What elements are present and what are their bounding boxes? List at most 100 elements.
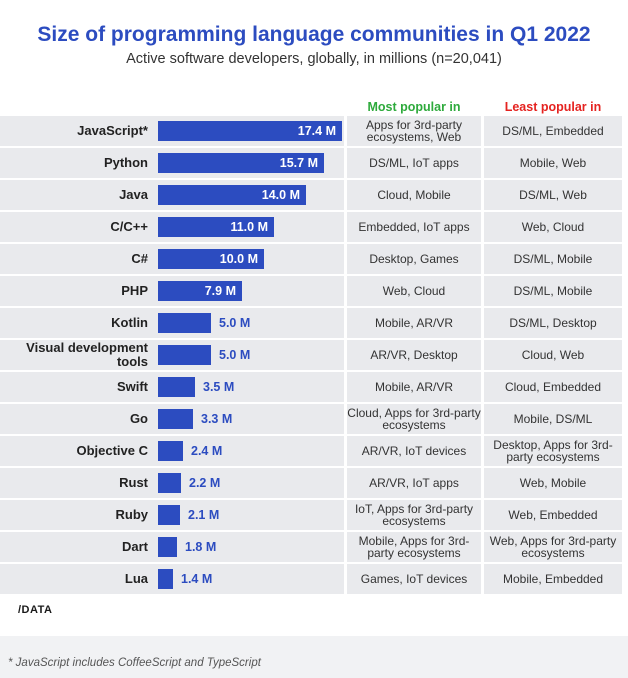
bar [158, 473, 181, 493]
most-popular-cell: IoT, Apps for 3rd-party ecosystems [354, 502, 474, 528]
language-label: JavaScript* [77, 123, 148, 138]
least-popular-cell: Mobile, Web [519, 156, 587, 170]
row-background [484, 564, 622, 594]
bar [158, 249, 264, 269]
language-label: Python [103, 155, 148, 170]
chart-row: PHP 7.9 M Web, Cloud DS/ML, Mobile [0, 276, 628, 306]
row-background [484, 500, 622, 530]
chart-row: C/C++ 11.0 M Embedded, IoT apps Web, Cloud [0, 212, 628, 242]
chart-row: JavaScript* 17.4 M Apps for 3rd-party ecos… [0, 116, 628, 146]
row-background [484, 436, 622, 466]
bar-value-label: 14.0 M [261, 188, 300, 202]
bar [158, 153, 324, 173]
row-background [347, 116, 481, 146]
bar-value-label: 1.8 M [185, 540, 217, 554]
row-background [347, 500, 481, 530]
bar [158, 121, 342, 141]
chart-card: Size of programming language communities… [0, 23, 628, 616]
language-label: Java [119, 187, 148, 202]
chart-row: Ruby 2.1 M IoT, Apps for 3rd-party ecosyst… [0, 500, 628, 530]
least-popular-cell: Mobile, DS/ML [513, 412, 593, 426]
row-background [484, 308, 622, 338]
chart-title: Size of programming language communities… [37, 23, 591, 46]
row-background [347, 308, 481, 338]
chart-row: Rust 2.2 M AR/VR, IoT apps Web, Mobile [0, 468, 628, 498]
language-label: Rust [119, 475, 148, 490]
chart-row: Lua 1.4 M Games, IoT devices Mobile, Embedd… [0, 564, 628, 594]
chart-subtitle: Active software developers, globally, in… [126, 51, 502, 67]
bar [158, 377, 195, 397]
language-label: Visual development tools [26, 340, 148, 369]
language-label: Objective C [76, 443, 148, 458]
most-popular-cell: Mobile, Apps for 3rd-party ecosystems [358, 534, 470, 560]
row-background [484, 148, 622, 178]
most-popular-cell: AR/VR, Desktop [370, 348, 458, 362]
row-background [347, 532, 481, 562]
least-popular-cell: DS/ML, Mobile [513, 284, 593, 298]
bar-value-label: 15.7 M [279, 156, 318, 170]
bar [158, 505, 180, 525]
column-header-most-popular: Most popular in [367, 100, 461, 114]
language-label: Ruby [115, 507, 149, 522]
least-popular-cell: Cloud, Embedded [504, 380, 602, 394]
chart-row: Java 14.0 M Cloud, Mobile DS/ML, Web [0, 180, 628, 210]
most-popular-cell: Desktop, Games [369, 252, 459, 266]
bar-value-label: 3.5 M [203, 380, 235, 394]
bar-value-label: 1.4 M [181, 572, 213, 586]
row-background [484, 372, 622, 402]
row-background [484, 276, 622, 306]
slashdata-logo: /DATA [18, 604, 53, 616]
chart-row: Objective C 2.4 M AR/VR, IoT devices Deskto… [0, 436, 628, 466]
least-popular-cell: Web, Cloud [521, 220, 585, 234]
most-popular-cell: Mobile, AR/VR [374, 380, 454, 394]
bar-value-label: 17.4 M [297, 124, 336, 138]
bar-value-label: 2.1 M [188, 508, 220, 522]
row-background [484, 212, 622, 242]
row-background [347, 372, 481, 402]
bar [158, 409, 193, 429]
row-background [347, 148, 481, 178]
row-background [484, 404, 622, 434]
bar-value-label: 3.3 M [201, 412, 233, 426]
bar [158, 313, 211, 333]
most-popular-cell: DS/ML, IoT apps [369, 156, 459, 170]
bar-value-label: 2.2 M [189, 476, 221, 490]
row-background [347, 340, 481, 370]
bar-value-label: 5.0 M [219, 348, 251, 362]
row-background [347, 436, 481, 466]
language-label: Go [129, 411, 148, 426]
least-popular-cell: Web, Embedded [508, 508, 598, 522]
chart-row: Dart 1.8 M Mobile, Apps for 3rd-party ecos… [0, 532, 628, 562]
bar [158, 569, 173, 589]
language-label: Swift [116, 379, 148, 394]
language-label: Dart [121, 539, 148, 554]
bar-value-label: 2.4 M [191, 444, 223, 458]
bar-value-label: 11.0 M [230, 220, 268, 234]
row-background [484, 180, 622, 210]
language-label: Kotlin [111, 315, 148, 330]
bar-value-label: 7.9 M [204, 284, 236, 298]
bar-value-label: 10.0 M [219, 252, 258, 266]
chart-row: C# 10.0 M Desktop, Games DS/ML, Mobile [0, 244, 628, 274]
language-label: C/C++ [110, 219, 148, 234]
most-popular-cell: Apps for 3rd-party ecosystems, Web [365, 118, 463, 144]
most-popular-cell: Embedded, IoT apps [358, 220, 470, 234]
chart-row: Python 15.7 M DS/ML, IoT apps Mobile, Web [0, 148, 628, 178]
least-popular-cell: Cloud, Web [521, 348, 585, 362]
least-popular-cell: DS/ML, Mobile [513, 252, 593, 266]
bar [158, 537, 177, 557]
column-header-least-popular: Least popular in [504, 100, 602, 114]
most-popular-cell: Cloud, Apps for 3rd-party ecosystems [347, 406, 481, 432]
most-popular-cell: Cloud, Mobile [377, 188, 451, 202]
chart-row: Swift 3.5 M Mobile, AR/VR Cloud, Embedded [0, 372, 628, 402]
bar [158, 185, 306, 205]
bar-value-label: 5.0 M [219, 316, 251, 330]
language-label: C# [131, 251, 148, 266]
chart-row: Go 3.3 M Cloud, Apps for 3rd-party ecosyst… [0, 404, 628, 434]
row-background [347, 276, 481, 306]
least-popular-cell: Mobile, Embedded [502, 572, 604, 586]
least-popular-cell: Web, Apps for 3rd-party ecosystems [489, 534, 617, 560]
row-background [347, 244, 481, 274]
language-label: Lua [124, 571, 148, 586]
row-background [484, 340, 622, 370]
